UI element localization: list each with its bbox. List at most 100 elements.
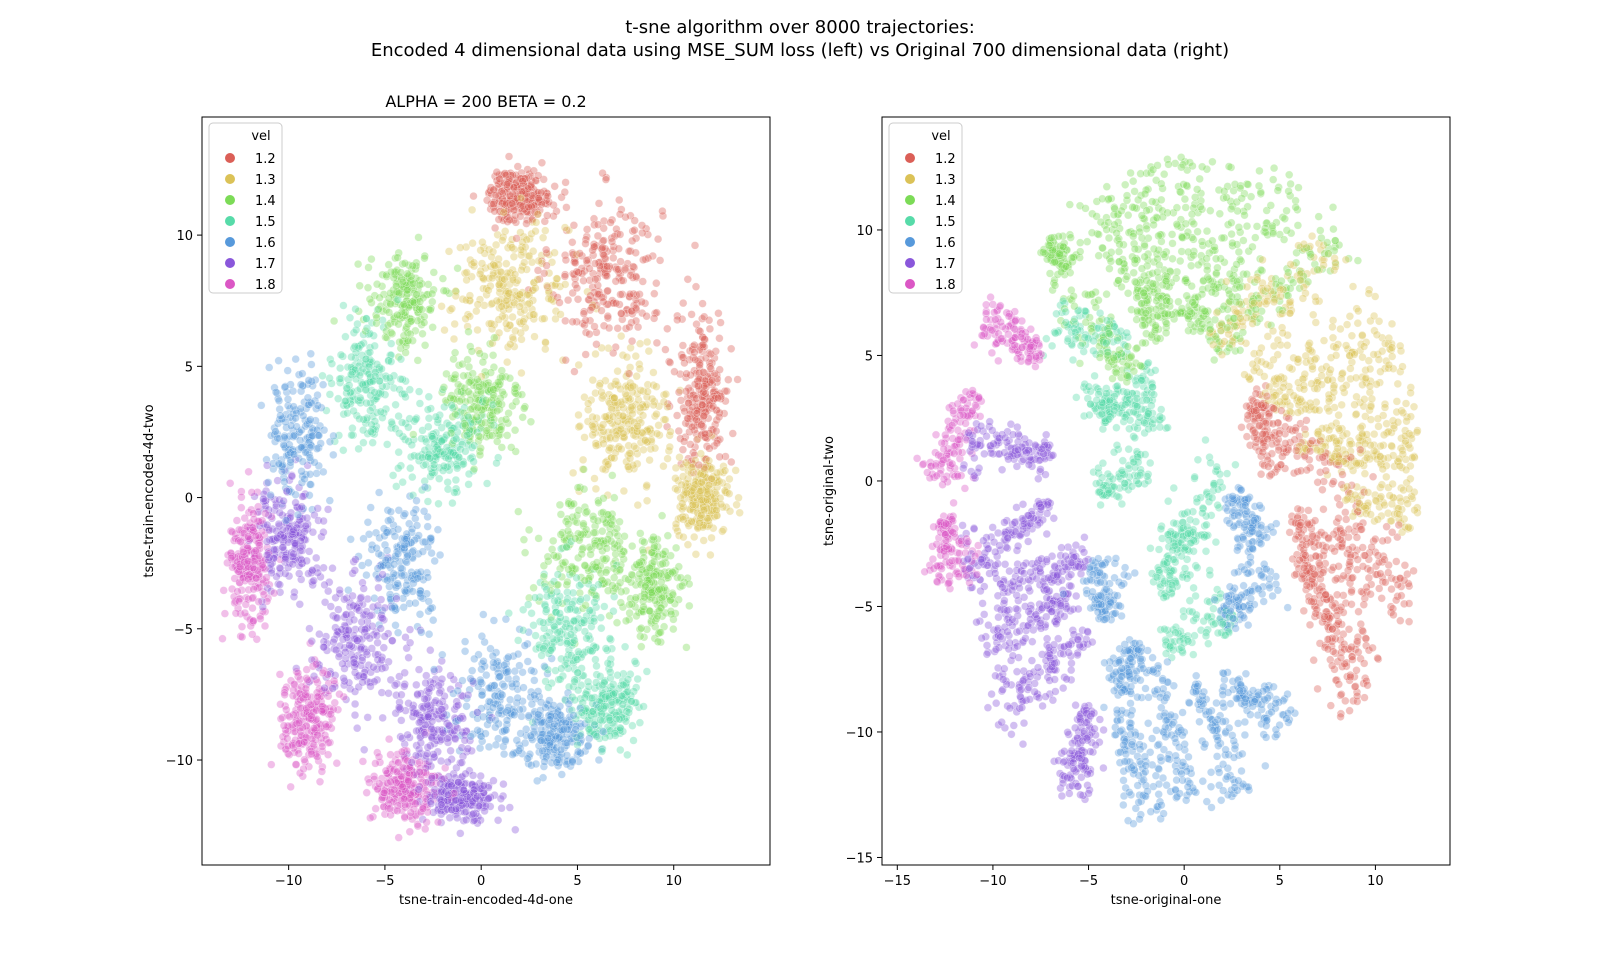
encoded-point-vel-1.5 bbox=[341, 332, 350, 341]
encoded-point-vel-1.3 bbox=[638, 411, 648, 420]
encoded-point-vel-1.2 bbox=[616, 257, 625, 266]
encoded-point-vel-1.4 bbox=[420, 341, 430, 350]
encoded-point-vel-1.3 bbox=[580, 433, 589, 442]
encoded-point-vel-1.7 bbox=[444, 721, 453, 730]
encoded-point-vel-1.3 bbox=[450, 319, 459, 329]
encoded-point-vel-1.6 bbox=[429, 616, 438, 625]
encoded-point-vel-1.6 bbox=[556, 745, 566, 754]
encoded-point-vel-1.6 bbox=[291, 490, 300, 499]
encoded-point-vel-1.2 bbox=[690, 340, 699, 350]
encoded-point-vel-1.6 bbox=[498, 690, 507, 700]
encoded-point-vel-1.8 bbox=[405, 827, 414, 836]
encoded-point-vel-1.4 bbox=[603, 535, 613, 544]
encoded-point-vel-1.7 bbox=[446, 746, 455, 755]
encoded-point-vel-1.3 bbox=[731, 466, 740, 475]
encoded-point-vel-1.7 bbox=[313, 504, 322, 513]
encoded-point-vel-1.2 bbox=[638, 228, 647, 238]
encoded-point-vel-1.5 bbox=[633, 674, 642, 684]
encoded-point-vel-1.3 bbox=[507, 243, 517, 252]
encoded-point-vel-1.6 bbox=[397, 571, 407, 580]
encoded-point-vel-1.4 bbox=[476, 444, 485, 453]
encoded-point-vel-1.7 bbox=[468, 771, 478, 780]
encoded-point-vel-1.3 bbox=[642, 481, 651, 490]
encoded-point-vel-1.7 bbox=[273, 476, 282, 485]
encoded-point-vel-1.4 bbox=[475, 349, 484, 358]
encoded-point-vel-1.3 bbox=[531, 218, 541, 227]
encoded-point-vel-1.6 bbox=[389, 560, 399, 569]
encoded-point-vel-1.2 bbox=[631, 304, 641, 313]
encoded-point-vel-1.8 bbox=[289, 679, 299, 689]
encoded-point-vel-1.7 bbox=[366, 682, 375, 691]
encoded-point-vel-1.6 bbox=[533, 776, 542, 786]
encoded-point-vel-1.5 bbox=[624, 708, 633, 717]
encoded-point-vel-1.2 bbox=[708, 402, 718, 411]
encoded-point-vel-1.7 bbox=[480, 806, 489, 816]
encoded-point-vel-1.7 bbox=[446, 671, 455, 680]
encoded-point-vel-1.6 bbox=[484, 742, 494, 752]
encoded-point-vel-1.5 bbox=[568, 588, 578, 598]
encoded-point-vel-1.5 bbox=[318, 371, 327, 380]
encoded-point-vel-1.5 bbox=[596, 715, 605, 725]
encoded-point-vel-1.4 bbox=[635, 625, 645, 634]
encoded-point-vel-1.2 bbox=[611, 299, 621, 308]
encoded-point-vel-1.3 bbox=[502, 319, 511, 329]
encoded-point-vel-1.6 bbox=[462, 702, 471, 711]
encoded-point-vel-1.6 bbox=[526, 731, 535, 740]
encoded-point-vel-1.4 bbox=[685, 579, 694, 589]
encoded-point-vel-1.6 bbox=[364, 558, 373, 567]
encoded-point-vel-1.4 bbox=[393, 253, 402, 262]
encoded-point-vel-1.2 bbox=[655, 256, 665, 265]
encoded-point-vel-1.5 bbox=[587, 693, 597, 703]
encoded-point-vel-1.7 bbox=[404, 653, 413, 662]
encoded-point-vel-1.8 bbox=[306, 700, 315, 709]
encoded-point-vel-1.7 bbox=[426, 646, 435, 655]
encoded-point-vel-1.5 bbox=[464, 469, 474, 479]
encoded-point-vel-1.5 bbox=[336, 350, 346, 360]
encoded-point-vel-1.4 bbox=[637, 642, 646, 651]
encoded-point-vel-1.8 bbox=[293, 668, 303, 678]
encoded-point-vel-1.6 bbox=[280, 433, 289, 442]
encoded-point-vel-1.3 bbox=[561, 280, 570, 289]
encoded-point-vel-1.3 bbox=[659, 462, 668, 471]
encoded-point-vel-1.2 bbox=[603, 312, 612, 321]
encoded-point-vel-1.4 bbox=[591, 562, 601, 572]
encoded-point-vel-1.5 bbox=[550, 596, 559, 605]
encoded-point-vel-1.6 bbox=[423, 573, 432, 582]
encoded-point-vel-1.4 bbox=[549, 536, 558, 546]
encoded-point-vel-1.8 bbox=[394, 833, 403, 842]
encoded-point-vel-1.3 bbox=[462, 268, 471, 277]
encoded-point-vel-1.8 bbox=[261, 509, 270, 518]
encoded-point-vel-1.7 bbox=[290, 539, 299, 548]
encoded-point-vel-1.4 bbox=[401, 348, 410, 357]
encoded-point-vel-1.6 bbox=[293, 510, 303, 519]
encoded-point-vel-1.5 bbox=[607, 644, 617, 653]
encoded-point-vel-1.7 bbox=[397, 690, 406, 699]
encoded-point-vel-1.7 bbox=[333, 613, 342, 623]
encoded-point-vel-1.7 bbox=[315, 629, 324, 639]
encoded-point-vel-1.6 bbox=[305, 453, 315, 462]
encoded-point-vel-1.8 bbox=[240, 608, 250, 618]
encoded-point-vel-1.8 bbox=[332, 759, 341, 768]
encoded-point-vel-1.7 bbox=[295, 600, 304, 609]
encoded-point-vel-1.4 bbox=[329, 316, 339, 326]
encoded-point-vel-1.5 bbox=[411, 415, 420, 424]
encoded-point-vel-1.4 bbox=[555, 500, 565, 510]
encoded-point-vel-1.2 bbox=[561, 356, 570, 365]
encoded-point-vel-1.5 bbox=[539, 644, 548, 653]
encoded-point-vel-1.6 bbox=[594, 755, 604, 765]
encoded-point-vel-1.7 bbox=[414, 665, 424, 674]
encoded-point-vel-1.4 bbox=[653, 637, 663, 646]
encoded-point-vel-1.5 bbox=[605, 634, 615, 643]
encoded-point-vel-1.5 bbox=[620, 642, 630, 651]
encoded-point-vel-1.7 bbox=[320, 683, 329, 693]
encoded-point-vel-1.2 bbox=[630, 226, 639, 235]
encoded-point-vel-1.2 bbox=[687, 310, 696, 319]
encoded-point-vel-1.8 bbox=[236, 537, 245, 546]
encoded-point-vel-1.6 bbox=[325, 496, 334, 505]
encoded-point-vel-1.7 bbox=[350, 699, 360, 709]
encoded-point-vel-1.2 bbox=[615, 230, 625, 239]
encoded-point-vel-1.7 bbox=[329, 637, 338, 647]
encoded-point-vel-1.6 bbox=[479, 657, 488, 666]
encoded-point-vel-1.3 bbox=[488, 273, 497, 283]
